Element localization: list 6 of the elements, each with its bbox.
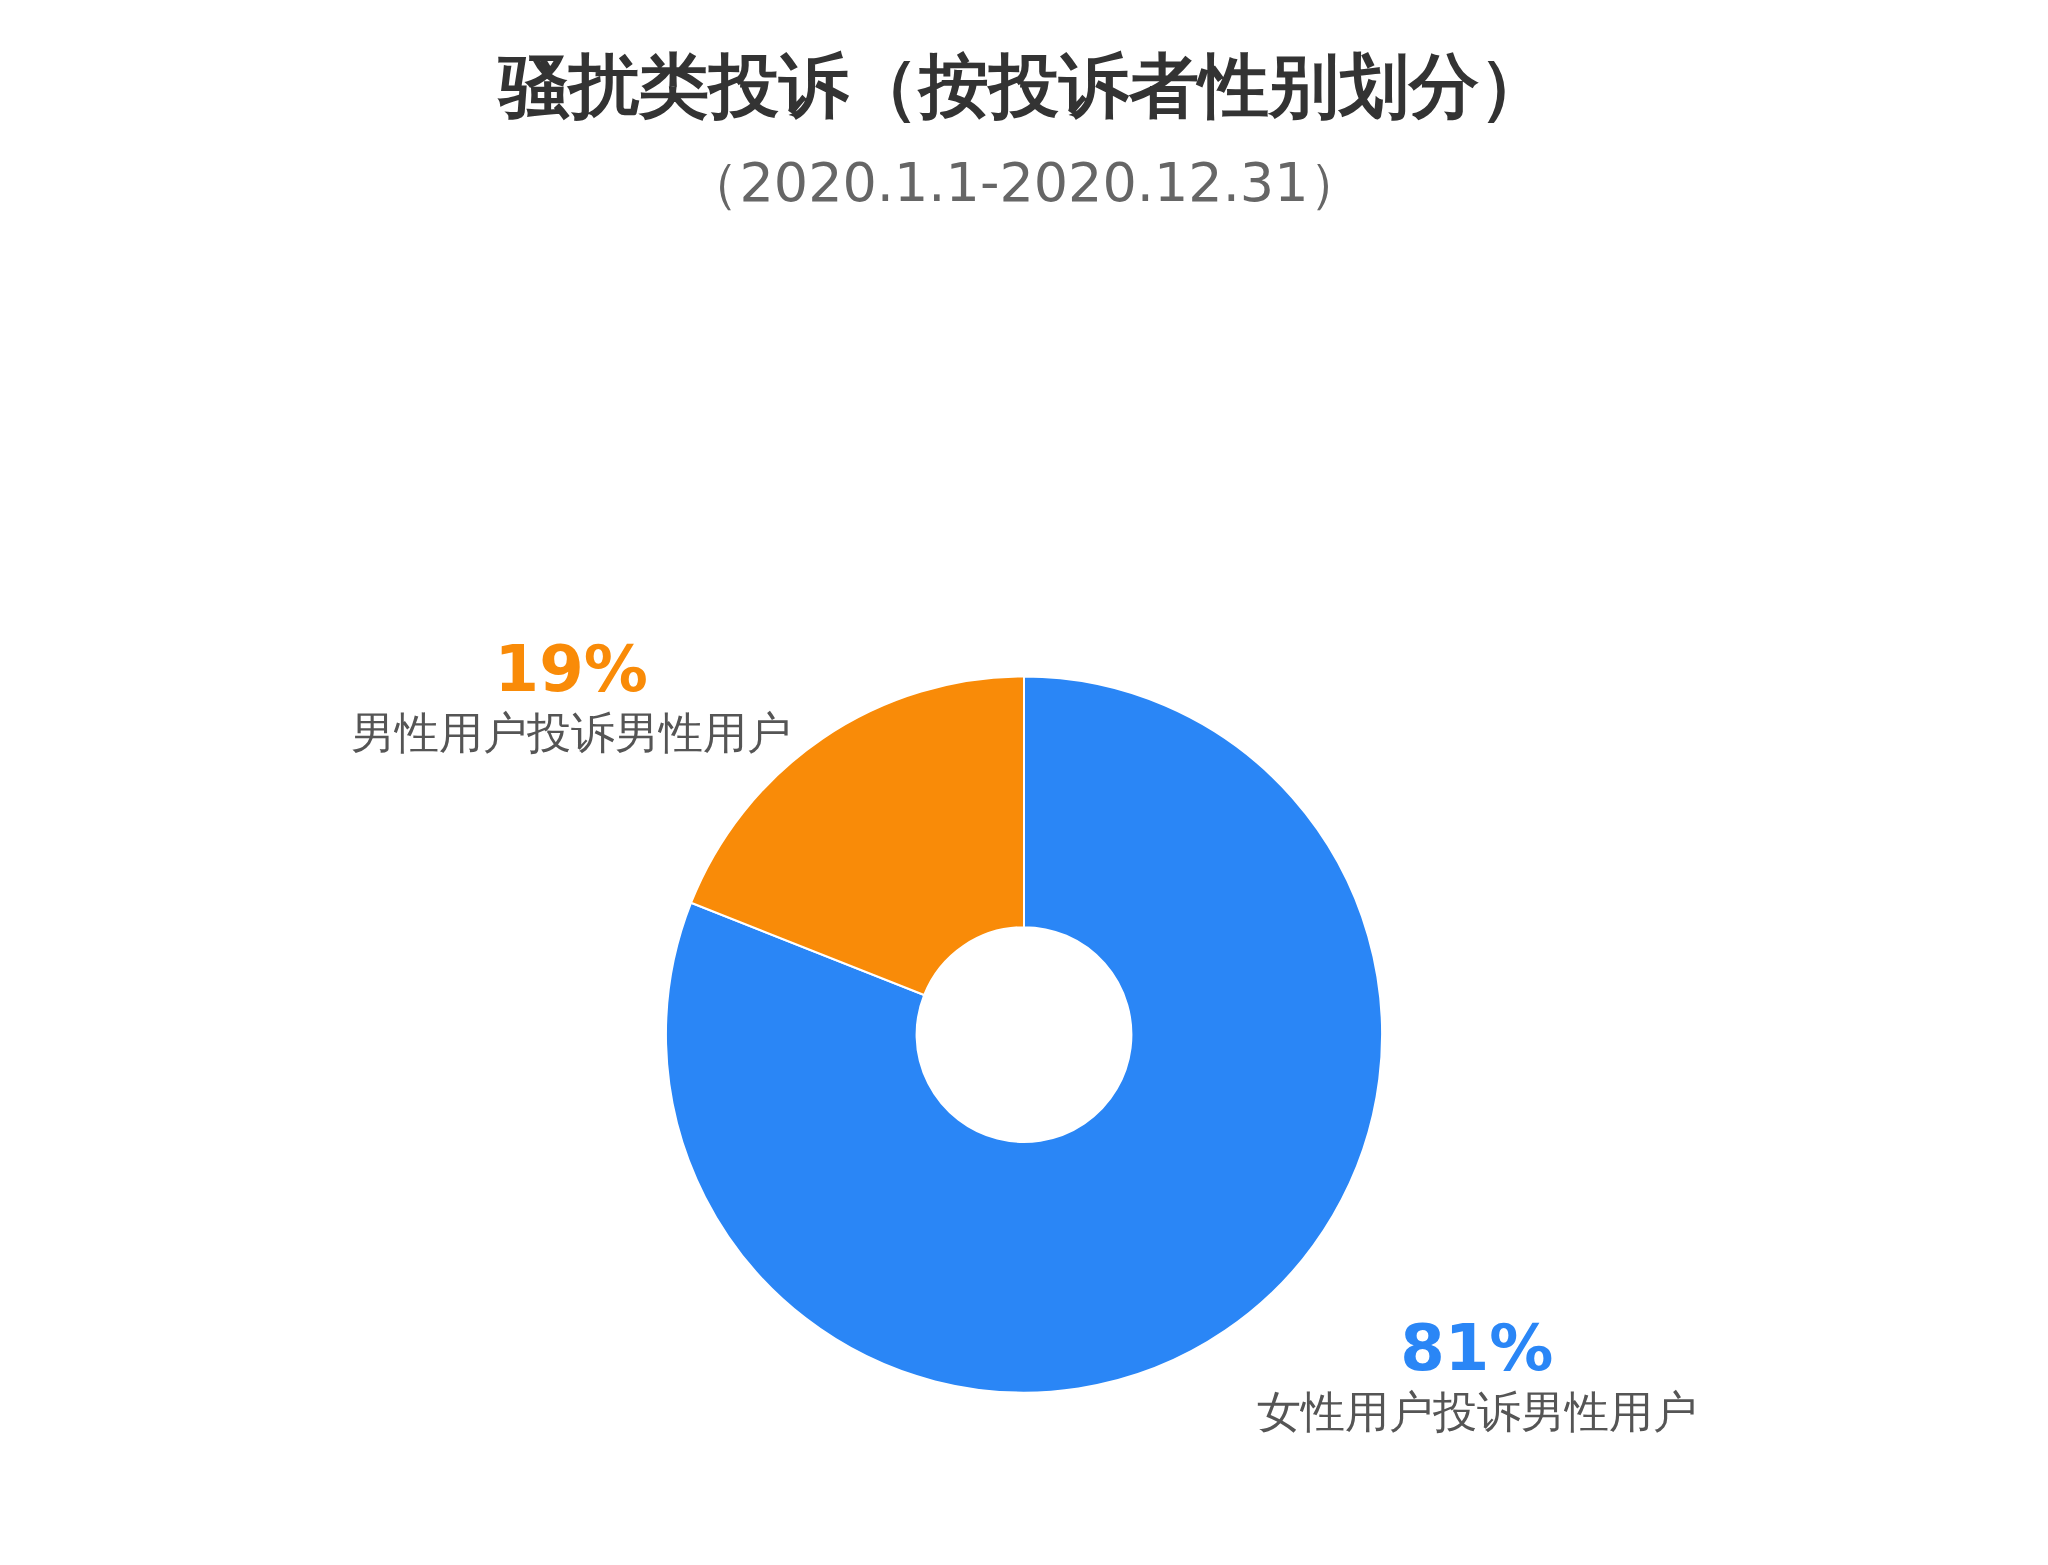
slice-label: 男性用户投诉男性用户 bbox=[351, 707, 792, 759]
chart-title: 骚扰类投诉（按投诉者性别划分） bbox=[497, 44, 1549, 127]
slice-label: 女性用户投诉男性用户 bbox=[1256, 1385, 1697, 1437]
chart-subtitle: （2020.1.1-2020.12.31） bbox=[685, 150, 1363, 214]
data-label: 81% bbox=[1400, 1310, 1554, 1385]
data-label: 19% bbox=[494, 632, 648, 707]
